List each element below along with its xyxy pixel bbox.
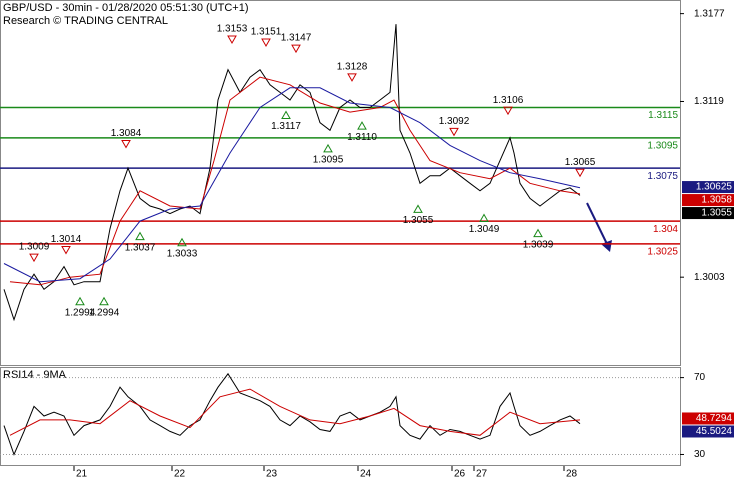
price-box: [682, 425, 734, 438]
high-label: 1.3147: [281, 33, 312, 44]
chart-title: GBP/USD - 30min - 01/28/2020 05:51:30 (U…: [3, 2, 248, 14]
level-label: 1.3095: [647, 140, 678, 151]
low-marker: [99, 296, 109, 306]
y-tick-label: 1.3003: [694, 272, 725, 283]
high-marker: [261, 38, 271, 48]
price-box-label: 1.30625: [696, 182, 733, 193]
low-marker: [281, 110, 291, 120]
low-marker: [177, 237, 187, 247]
low-label: 1.3049: [469, 224, 500, 235]
level-label: 1.3025: [647, 246, 678, 257]
high-marker: [575, 168, 585, 178]
series-line: [9, 388, 581, 436]
high-marker: [29, 253, 39, 263]
low-label: 1.2994: [65, 307, 96, 318]
high-marker: [503, 106, 513, 116]
low-marker: [479, 213, 489, 223]
high-label: 1.3014: [51, 234, 82, 245]
high-marker: [347, 73, 357, 82]
y-tick-label: 30: [694, 449, 706, 460]
x-tick-label: 27: [476, 469, 488, 480]
x-tick-label: 22: [174, 469, 186, 480]
level-label: 1.3115: [648, 110, 678, 121]
high-label: 1.3153: [217, 24, 248, 35]
price-box-label: 1.3055: [701, 208, 732, 219]
high-label: 1.3128: [337, 61, 368, 72]
high-label: 1.3084: [111, 128, 142, 139]
low-marker: [323, 143, 333, 153]
low-label: 1.3037: [125, 242, 156, 253]
y-tick-label: 1.3119: [694, 96, 724, 107]
high-marker: [227, 35, 237, 44]
level-label: 1.304: [653, 224, 678, 235]
forecast-arrow-head: [601, 240, 612, 252]
high-marker: [449, 127, 459, 137]
low-label: 1.3033: [167, 248, 198, 259]
series-line: [3, 24, 581, 322]
price-panel: [0, 0, 681, 366]
x-tick-label: 21: [76, 469, 88, 480]
price-box-label: 45.5024: [696, 426, 733, 437]
low-label: 1.3039: [523, 239, 554, 250]
low-marker: [357, 121, 367, 130]
rsi-panel: [0, 367, 681, 466]
price-box: [682, 194, 734, 207]
price-box-label: 1.3058: [701, 195, 732, 206]
high-label: 1.3106: [493, 95, 524, 106]
low-marker: [413, 204, 423, 213]
high-label: 1.3151: [251, 27, 282, 38]
y-tick-label: 70: [694, 372, 706, 383]
x-tick-label: 24: [360, 469, 372, 480]
price-box: [682, 181, 734, 194]
low-marker: [135, 231, 145, 241]
chart-subtitle: Research © TRADING CENTRAL: [3, 15, 168, 27]
x-tick-label: 23: [266, 469, 278, 480]
high-label: 1.3092: [439, 116, 470, 127]
low-label: 1.3055: [403, 215, 434, 226]
x-tick-label: 28: [566, 469, 578, 480]
low-label: 1.2994: [89, 307, 120, 318]
high-label: 1.3009: [19, 242, 50, 253]
high-marker: [121, 139, 131, 149]
price-box: [682, 412, 734, 425]
low-label: 1.3095: [313, 154, 344, 165]
level-label: 1.3075: [647, 171, 678, 182]
low-label: 1.3110: [347, 132, 377, 143]
x-tick-label: 26: [454, 469, 466, 480]
low-marker: [533, 228, 543, 238]
low-label: 1.3117: [271, 121, 301, 132]
high-marker: [61, 246, 71, 255]
price-box: [682, 207, 734, 220]
price-box-label: 48.7294: [696, 413, 733, 424]
rsi-title: RSI14 - 9MA: [3, 369, 67, 381]
forecast-arrow: [586, 202, 608, 245]
series-line: [3, 87, 581, 283]
high-label: 1.3065: [565, 157, 596, 168]
high-marker: [291, 44, 301, 54]
y-tick-label: 1.3177: [694, 8, 725, 19]
series-line: [9, 76, 581, 286]
series-line: [3, 372, 581, 456]
low-marker: [75, 296, 85, 306]
